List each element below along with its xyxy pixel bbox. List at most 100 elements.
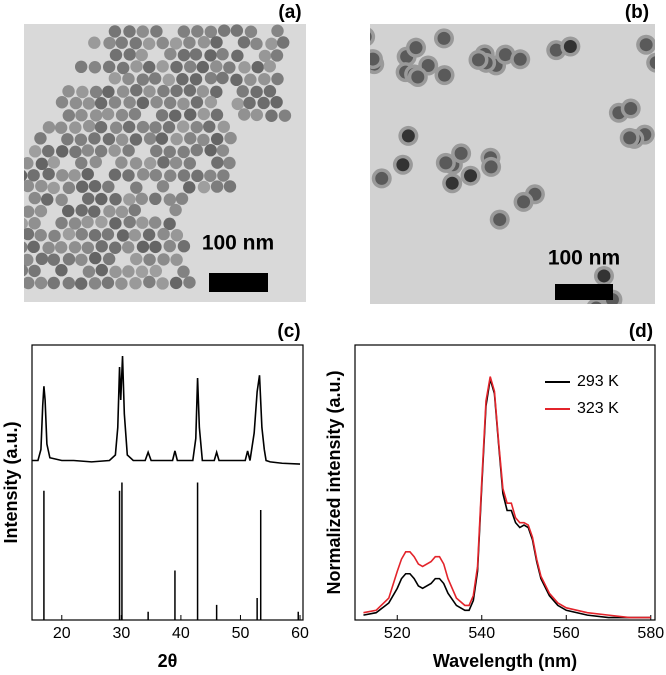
particle bbox=[123, 193, 136, 206]
particle bbox=[75, 109, 88, 122]
particle bbox=[128, 229, 142, 242]
particle bbox=[62, 227, 76, 241]
plot-frame bbox=[354, 344, 656, 621]
particle bbox=[122, 72, 135, 86]
particle bbox=[250, 85, 263, 99]
particle bbox=[24, 227, 35, 241]
particle bbox=[55, 216, 68, 230]
particle bbox=[88, 205, 101, 218]
data-line bbox=[32, 355, 301, 465]
particle bbox=[197, 180, 211, 194]
particle bbox=[109, 217, 122, 230]
particle bbox=[42, 144, 55, 158]
particle bbox=[42, 167, 55, 181]
particle bbox=[95, 215, 108, 229]
particle-core bbox=[493, 213, 507, 227]
particle bbox=[41, 193, 54, 206]
particle bbox=[47, 276, 60, 290]
particle bbox=[244, 25, 258, 38]
particle bbox=[34, 229, 47, 242]
particle bbox=[142, 228, 156, 241]
particle bbox=[170, 229, 184, 242]
particle bbox=[203, 120, 216, 133]
particle bbox=[277, 36, 290, 49]
particle bbox=[278, 109, 292, 122]
particle bbox=[236, 85, 249, 98]
legend-label: 293 K bbox=[577, 373, 619, 390]
particle bbox=[55, 96, 69, 109]
particle bbox=[210, 132, 224, 146]
particle bbox=[115, 156, 128, 169]
particles-a bbox=[24, 24, 292, 290]
particle bbox=[148, 216, 162, 229]
particle bbox=[88, 132, 101, 145]
particle bbox=[130, 60, 143, 73]
particle bbox=[81, 215, 94, 229]
particle bbox=[258, 49, 272, 63]
particle bbox=[62, 204, 75, 218]
particle bbox=[69, 121, 82, 134]
x-tick-label: 50 bbox=[232, 625, 250, 642]
particle bbox=[123, 215, 136, 229]
particle bbox=[156, 180, 170, 193]
particle bbox=[94, 120, 108, 134]
particle bbox=[88, 61, 102, 74]
particle bbox=[136, 216, 149, 229]
particle bbox=[95, 263, 108, 277]
particle-core bbox=[639, 38, 653, 52]
particle bbox=[24, 253, 34, 267]
particle bbox=[176, 120, 190, 133]
particle bbox=[136, 240, 150, 254]
particle bbox=[81, 144, 95, 157]
particle bbox=[88, 229, 102, 242]
particle bbox=[102, 252, 116, 266]
particle-core bbox=[439, 156, 453, 170]
particle bbox=[109, 48, 123, 62]
scale-bar bbox=[209, 273, 268, 292]
particle bbox=[143, 275, 156, 289]
particle bbox=[163, 96, 177, 110]
particle bbox=[75, 156, 88, 170]
particle-shell bbox=[646, 52, 655, 73]
particle bbox=[129, 276, 142, 290]
particle bbox=[102, 85, 115, 98]
particle bbox=[243, 96, 256, 110]
particle bbox=[257, 96, 270, 110]
particle bbox=[177, 97, 190, 111]
particle bbox=[110, 121, 123, 134]
particle bbox=[24, 276, 35, 290]
particle bbox=[102, 132, 116, 146]
x-tick-label: 20 bbox=[53, 625, 71, 642]
particle bbox=[197, 36, 211, 49]
particle bbox=[115, 205, 129, 219]
x-axis-title: Wavelength (nm) bbox=[433, 651, 577, 671]
particle bbox=[28, 217, 41, 230]
particle-core bbox=[411, 70, 425, 84]
particle bbox=[149, 121, 162, 134]
panel-label: (b) bbox=[625, 2, 649, 23]
particle bbox=[122, 144, 135, 157]
particle bbox=[142, 60, 156, 74]
particle bbox=[129, 37, 142, 50]
particle bbox=[150, 25, 163, 38]
particle bbox=[34, 276, 48, 290]
particle bbox=[136, 96, 150, 110]
particle bbox=[143, 85, 156, 98]
particle bbox=[28, 191, 42, 205]
particle bbox=[42, 241, 55, 255]
legend-label: 323 K bbox=[577, 400, 619, 417]
particle-core bbox=[623, 131, 637, 145]
particle bbox=[24, 205, 35, 218]
particle bbox=[150, 144, 163, 158]
particle bbox=[230, 73, 243, 87]
particle bbox=[103, 36, 116, 50]
x-tick-label: 540 bbox=[468, 625, 495, 642]
particle bbox=[136, 73, 150, 86]
particle bbox=[108, 25, 122, 38]
particle bbox=[184, 60, 197, 73]
particle bbox=[190, 120, 203, 134]
x-tick-label: 560 bbox=[553, 625, 580, 642]
particle bbox=[223, 156, 236, 170]
particle bbox=[191, 25, 204, 38]
